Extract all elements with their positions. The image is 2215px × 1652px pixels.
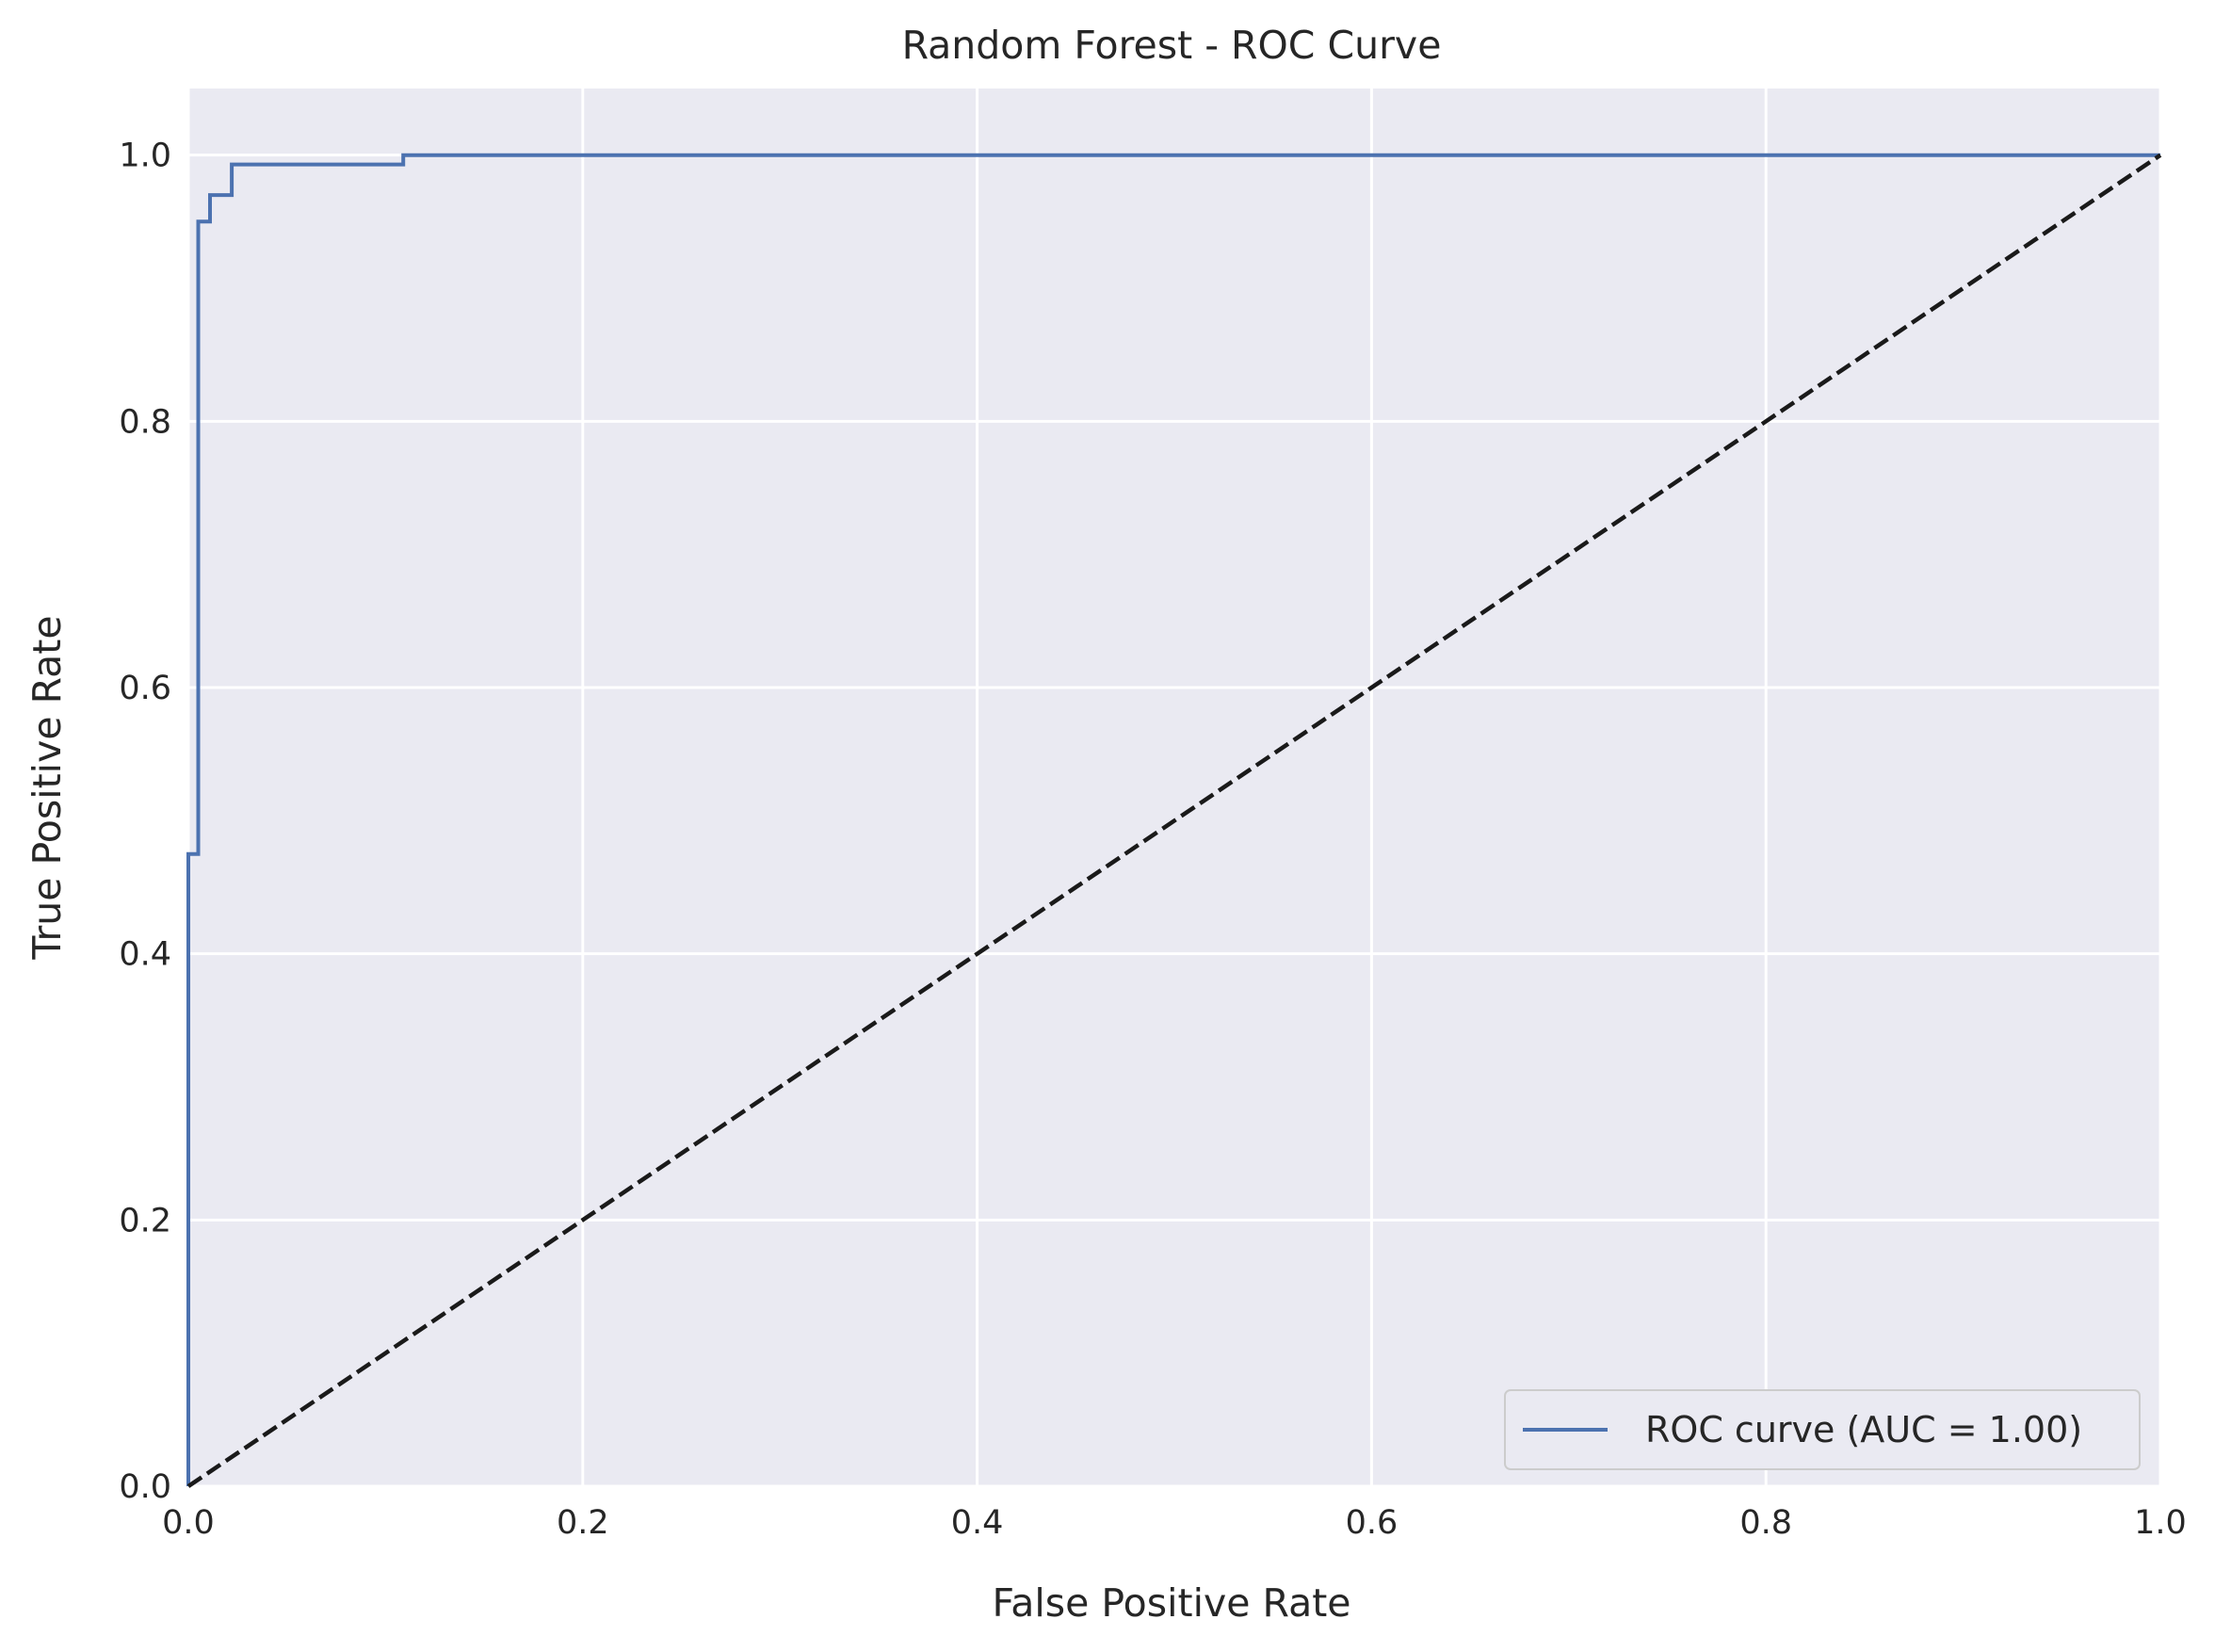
- x-tick-label: 0.4: [951, 1504, 1004, 1542]
- chance-line: [186, 153, 2162, 1488]
- legend-box: [1504, 1389, 2141, 1470]
- legend-label-roc-curve: ROC curve (AUC = 1.00): [1645, 1409, 2082, 1450]
- y-tick-label: 1.0: [119, 138, 171, 175]
- y-axis-label: True Positive Rate: [24, 615, 70, 960]
- y-tick-labels: 0.0 0.2 0.4 0.6 0.8 1.0: [119, 138, 171, 1506]
- plot-area: [188, 89, 2160, 1486]
- y-tick-label: 0.4: [119, 936, 171, 974]
- x-tick-label: 0.6: [1346, 1504, 1399, 1542]
- y-tick-label: 0.8: [119, 403, 171, 441]
- x-tick-label: 0.8: [1739, 1504, 1792, 1542]
- x-axis-label: False Positive Rate: [992, 1580, 1350, 1626]
- y-tick-label: 0.0: [119, 1468, 171, 1506]
- chart-title: Random Forest - ROC Curve: [902, 23, 1442, 68]
- x-tick-label: 0.0: [162, 1504, 215, 1542]
- x-tick-labels: 0.0 0.2 0.4 0.6 0.8 1.0: [162, 1504, 2187, 1542]
- y-tick-label: 0.6: [119, 670, 171, 707]
- x-tick-label: 1.0: [2134, 1504, 2187, 1542]
- series-group: [186, 153, 2162, 1488]
- legend: ROC curve (AUC = 1.00): [1504, 1389, 2141, 1470]
- y-tick-label: 0.2: [119, 1202, 171, 1239]
- x-tick-label: 0.2: [557, 1504, 609, 1542]
- roc-curve-line: [186, 153, 2160, 1486]
